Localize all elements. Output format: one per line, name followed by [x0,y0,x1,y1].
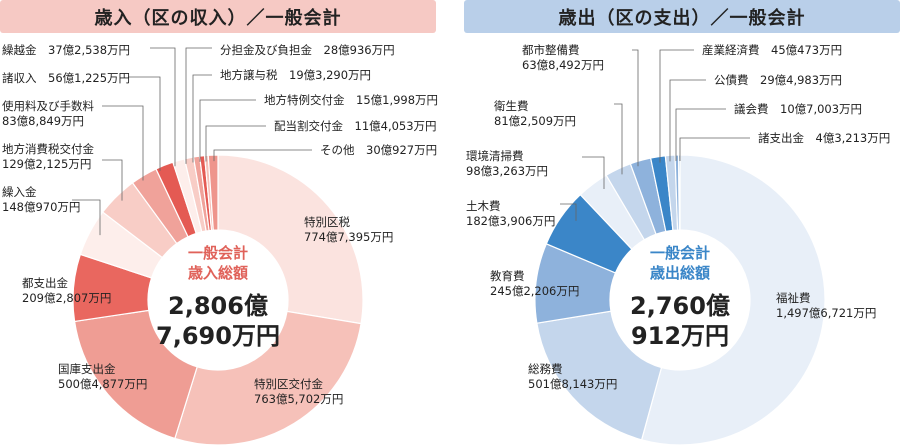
slice-label-value: 98億3,263万円 [466,164,548,178]
slice-label-value: 129億2,125万円 [2,157,91,171]
slice-label-name: 繰越金 37億2,538万円 [2,43,130,57]
revenue-center-total-line2: 7,690万円 [156,322,280,350]
slice-label-name: その他 30億927万円 [320,143,437,157]
leader-line [213,149,312,162]
leader-line [102,105,144,181]
slice-label-value: 63億8,492万円 [522,58,604,72]
expenditure-slice [536,310,663,441]
leader-line [582,156,605,190]
slice-label-value: 774億7,395万円 [304,230,393,244]
slice-label-name: 繰入金 [2,185,37,199]
leader-line [128,76,161,171]
expenditure-panel: 歳出（区の支出）／一般会計 福祉費 1,497億6,721万円総務費 501億8,1… [464,0,900,446]
revenue-center-label-line1: 一般会計 [188,244,248,262]
leader-line [632,49,639,167]
leader-line [675,108,726,162]
slice-label-name: 配当割交付金 11億4,053万円 [274,119,437,133]
slice-label-name: 地方消費税交付金 [2,142,94,156]
slice-label-value: 763億5,702万円 [254,392,343,406]
expenditure-slices [534,154,826,446]
slice-label-value: 182億3,906万円 [466,214,555,228]
slice-label-value: 148億970万円 [2,200,80,214]
slice-label-name: 議会費 10億7,003万円 [734,102,862,116]
leader-line [102,159,123,201]
leader-line [669,79,706,162]
revenue-slices [72,154,364,446]
leader-line [150,47,176,167]
slice-label-name: 教育費 [490,269,525,283]
revenue-title: 歳入（区の収入）／一般会計 [0,0,436,33]
revenue-panel: 歳入（区の収入）／一般会計 特別区税 774億7,395万円特別区交付金 763億5… [0,0,438,446]
slice-label-name: 分担金及び負担金 28億936万円 [220,43,395,57]
leader-line [185,47,212,164]
slice-label-value: 501億8,143万円 [528,377,617,391]
leader-line [659,49,694,163]
revenue-slice [217,154,364,325]
slice-label-name: 産業経済費 45億473万円 [702,43,842,57]
revenue-slice [207,154,219,231]
slice-label-name: 都市整備費 [522,43,580,57]
slice-label-name: 国庫支出金 [58,362,116,376]
leader-line [614,103,623,175]
slice-label-name: 地方譲与税 19億3,290万円 [220,68,371,82]
leader-line [679,137,750,162]
slice-label-name: 総務費 [528,362,563,376]
slice-label-name: 使用料及び手数料 [2,99,94,113]
slice-label-value: 500億4,877万円 [58,377,147,391]
slice-label-name: 環境清掃費 [466,149,524,163]
slice-label-name: 土木費 [466,199,501,213]
leader-line [199,99,256,162]
revenue-slice [73,309,198,440]
leader-line [205,125,266,162]
revenue-center-total-line1: 2,806億 [168,292,268,320]
slice-label-value: 1,497億6,721万円 [776,306,876,320]
slice-label-name: 特別区交付金 [254,377,323,391]
expenditure-center-total-line2: 912万円 [631,322,729,350]
slice-label-name: 諸収入 56億1,225万円 [2,71,130,85]
slice-label-value: 81億2,509万円 [494,114,576,128]
expenditure-leader-lines [560,49,750,221]
slice-label-name: 福祉費 [776,291,811,305]
leader-line [560,203,577,221]
slice-label-name: 都支出金 [22,276,68,290]
slice-label-name: 特別区税 [304,215,350,229]
slice-label-name: 衛生費 [494,99,529,113]
expenditure-slice [677,154,681,231]
revenue-leader-lines [72,47,312,236]
revenue-slice [174,310,362,446]
slice-label-value: 209億2,807万円 [22,291,111,305]
expenditure-center-label-line2: 歳出総額 [650,264,710,282]
slice-label-value: 245億2,206万円 [490,284,579,298]
slice-label-value: 83億8,849万円 [2,114,84,128]
expenditure-title: 歳出（区の支出）／一般会計 [464,0,900,33]
leader-line [72,199,101,236]
expenditure-center-total-line1: 2,760億 [630,292,730,320]
slice-label-name: 諸支出金 4億3,213万円 [758,131,890,145]
slice-label-name: 公債費 29億4,983万円 [714,73,842,87]
expenditure-center-label-line1: 一般会計 [650,244,710,262]
expenditure-slice [640,154,826,446]
revenue-center-label-line2: 歳入総額 [188,264,248,282]
slice-label-name: 地方特例交付金 15億1,998万円 [264,93,438,107]
leader-line [192,74,212,163]
